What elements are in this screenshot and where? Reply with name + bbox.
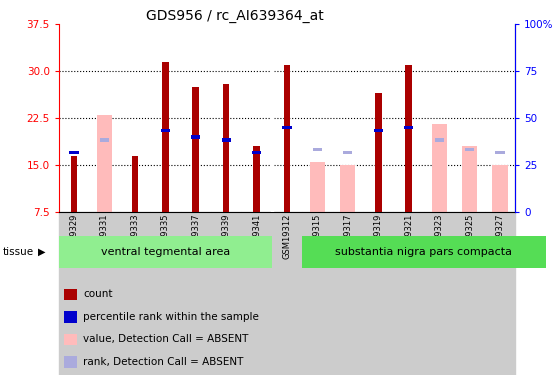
Bar	[284, 65, 290, 212]
Bar	[150, 212, 180, 375]
Bar	[375, 93, 381, 212]
Bar	[162, 62, 169, 212]
Bar	[71, 156, 77, 212]
Bar	[97, 115, 112, 212]
Bar	[223, 84, 230, 212]
Text: tissue: tissue	[3, 247, 34, 257]
Bar	[180, 212, 211, 375]
Bar	[492, 165, 507, 212]
Text: GDS956 / rc_AI639364_at: GDS956 / rc_AI639364_at	[146, 9, 324, 23]
Bar	[310, 162, 325, 212]
Bar	[69, 151, 78, 154]
Bar	[333, 212, 363, 375]
Bar	[343, 151, 352, 154]
Bar	[253, 146, 260, 212]
Bar	[120, 212, 150, 375]
Bar	[252, 151, 261, 154]
Bar	[59, 236, 272, 268]
Bar	[193, 87, 199, 212]
Bar	[191, 135, 200, 139]
Bar	[454, 212, 485, 375]
Text: value, Detection Call = ABSENT: value, Detection Call = ABSENT	[83, 334, 249, 344]
Bar	[161, 129, 170, 132]
Bar	[394, 212, 424, 375]
Text: substantia nigra pars compacta: substantia nigra pars compacta	[335, 247, 512, 257]
Bar	[282, 126, 292, 129]
Bar	[89, 212, 120, 375]
Bar	[485, 212, 515, 375]
Bar	[100, 138, 109, 142]
Bar	[59, 212, 89, 375]
Bar	[340, 165, 356, 212]
Text: percentile rank within the sample: percentile rank within the sample	[83, 312, 259, 322]
Bar	[241, 212, 272, 375]
Bar	[313, 148, 322, 151]
Bar	[432, 124, 447, 212]
Text: rank, Detection Call = ABSENT: rank, Detection Call = ABSENT	[83, 357, 244, 367]
Text: ventral tegmental area: ventral tegmental area	[101, 247, 230, 257]
Bar	[462, 146, 477, 212]
Bar	[424, 212, 454, 375]
Bar	[465, 148, 474, 151]
Text: ▶: ▶	[38, 247, 45, 257]
Bar	[132, 156, 138, 212]
Bar	[363, 212, 394, 375]
Bar	[405, 65, 412, 212]
Bar	[435, 138, 444, 142]
Bar	[496, 151, 505, 154]
Bar	[222, 138, 231, 142]
Bar	[302, 236, 545, 268]
Bar	[211, 212, 241, 375]
Text: count: count	[83, 290, 113, 299]
Bar	[272, 212, 302, 375]
Bar	[302, 212, 333, 375]
Bar	[374, 129, 383, 132]
Bar	[404, 126, 413, 129]
